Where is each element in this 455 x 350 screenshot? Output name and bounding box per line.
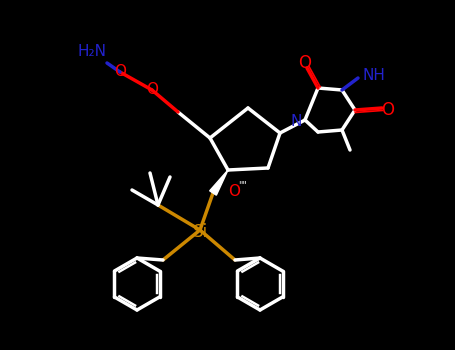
Text: "": "" xyxy=(238,180,248,190)
Text: NH: NH xyxy=(363,69,386,84)
Text: N: N xyxy=(291,114,302,130)
Text: O: O xyxy=(114,64,126,79)
Text: H₂N: H₂N xyxy=(77,44,106,60)
Text: O: O xyxy=(146,83,158,98)
Polygon shape xyxy=(210,170,228,195)
Text: Si: Si xyxy=(192,223,207,241)
Text: O: O xyxy=(381,101,394,119)
Text: O: O xyxy=(228,183,240,198)
Text: O: O xyxy=(298,54,312,72)
